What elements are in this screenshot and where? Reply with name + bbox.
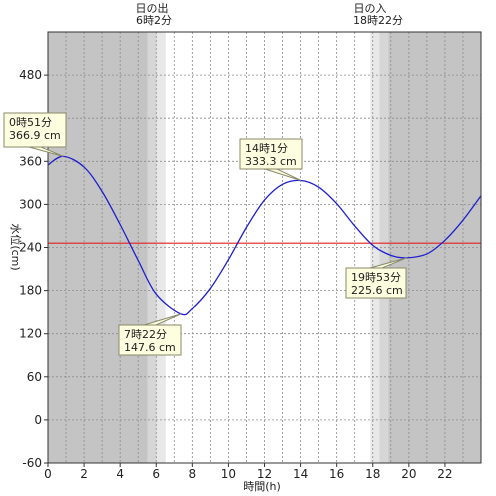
y-tick-label: 60 [27, 370, 42, 384]
x-tick-label: 0 [44, 467, 52, 481]
callout-value: 366.9 cm [9, 129, 61, 142]
callout-box [3, 112, 67, 148]
y-tick-label: 360 [19, 154, 42, 168]
sunrise-label: 日の出 6時2分 [136, 1, 173, 27]
x-tick-label: 12 [257, 467, 272, 481]
callout-time: 14時1分 [245, 142, 288, 155]
x-tick-label: 22 [437, 467, 452, 481]
y-tick-label: 240 [19, 241, 42, 255]
callout-box [239, 138, 303, 170]
x-tick-label: 10 [221, 467, 236, 481]
callout-box [345, 267, 407, 299]
sunset-label: 日の入 18時22分 [353, 2, 403, 27]
callout-time: 19時53分 [351, 271, 401, 284]
night-band-evening [388, 32, 481, 463]
y-tick-label: 300 [19, 197, 42, 211]
x-tick-label: 20 [401, 467, 416, 481]
callout-value: 147.6 cm [124, 341, 176, 354]
callout-time: 0時51分 [9, 116, 52, 129]
y-tick-label: 480 [19, 68, 42, 82]
callout-value: 333.3 cm [245, 155, 297, 168]
x-tick-label: 6 [152, 467, 160, 481]
x-tick-label: 18 [365, 467, 380, 481]
x-axis-title: 時間(h) [243, 480, 281, 493]
sunrise-title: 日の出 [136, 1, 169, 15]
x-tick-label: 2 [80, 467, 88, 481]
callout-value: 225.6 cm [351, 284, 403, 297]
y-axis-title: 水位(cm) [9, 223, 23, 270]
twilight-band-evening-outer [379, 32, 389, 463]
x-tick-label: 14 [293, 467, 308, 481]
y-tick-label: 0 [34, 413, 42, 427]
sunset-time: 18時22分 [353, 14, 403, 27]
x-tick-label: 4 [116, 467, 124, 481]
callout-time: 7時22分 [124, 328, 167, 341]
sunrise-time: 6時2分 [136, 14, 172, 27]
sunset-title: 日の入 [354, 2, 387, 15]
y-tick-label: 120 [19, 327, 42, 341]
x-tick-label: 8 [189, 467, 197, 481]
y-tick-label: 180 [19, 284, 42, 298]
x-tick-label: 16 [329, 467, 344, 481]
callout-box [118, 324, 182, 356]
y-tick-label: -60 [22, 456, 42, 470]
